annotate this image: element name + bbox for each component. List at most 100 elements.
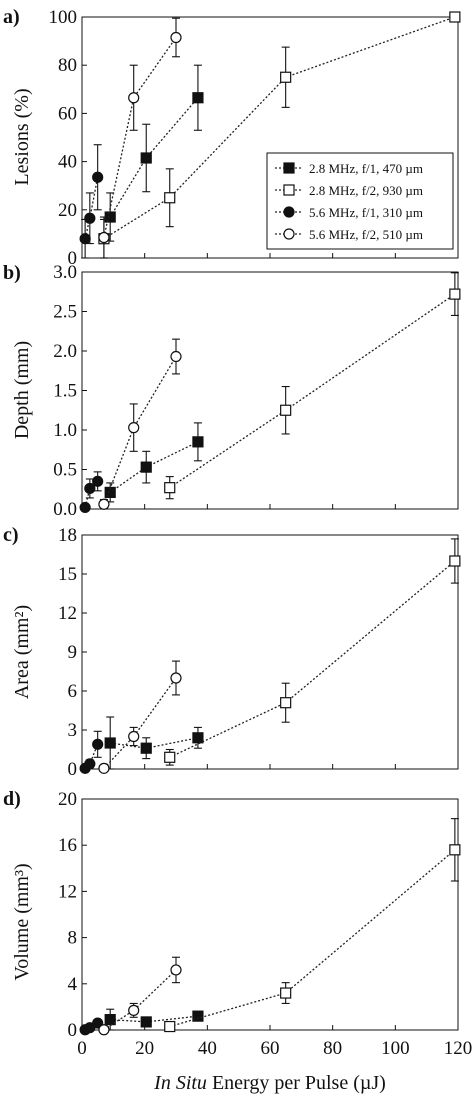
plot-panel-c: 0 3 6 9 12 15 18 xyxy=(58,525,461,780)
y-axis-label-volume: Volume (mm³) xyxy=(11,863,33,980)
y-axis-label-depth: Depth (mm) xyxy=(11,341,33,439)
data-point xyxy=(192,732,204,744)
legend-label: 2.8 MHz, f/1, 470 µm xyxy=(309,161,423,176)
y-axis-label-area: Area (mm²) xyxy=(11,605,33,699)
y-tick-label: 1.5 xyxy=(53,381,77,402)
panel-letter-a: a) xyxy=(3,6,20,28)
data-point xyxy=(449,288,461,300)
data-point xyxy=(449,555,461,567)
series-3 xyxy=(98,17,182,259)
data-point xyxy=(140,152,152,164)
panel-c: c) Area (mm²) xyxy=(3,524,33,699)
y-axis-label-lesions: Lesions (%) xyxy=(11,88,33,185)
panel-a: a) Lesions (%) xyxy=(3,6,33,186)
data-point xyxy=(92,738,104,750)
data-point xyxy=(449,844,461,856)
data-point xyxy=(140,461,152,473)
y-tick-label: 20 xyxy=(58,789,77,810)
series-line xyxy=(103,356,177,505)
data-point xyxy=(92,1017,104,1029)
data-point xyxy=(92,475,104,487)
y-tick-label: 6 xyxy=(68,681,78,702)
series-1 xyxy=(164,818,461,1033)
series-2 xyxy=(79,471,104,514)
y-tick-label: 40 xyxy=(58,152,77,173)
series-line xyxy=(84,744,99,769)
y-tick-label: 3.0 xyxy=(53,262,77,283)
data-point xyxy=(449,11,461,23)
legend-marker xyxy=(283,184,295,196)
series-line xyxy=(103,37,177,238)
data-point xyxy=(164,482,176,494)
data-point xyxy=(192,92,204,104)
data-point xyxy=(192,1010,204,1022)
y-tick-label: 0.5 xyxy=(53,460,77,481)
series-1 xyxy=(164,538,461,766)
data-point xyxy=(192,436,204,448)
y-tick-label: 18 xyxy=(58,525,77,546)
y-tick-label: 12 xyxy=(58,603,77,624)
data-point xyxy=(84,482,96,495)
plot-panel-b: 0.0 0.5 1.0 1.5 2.0 2.5 3.0 xyxy=(53,262,461,520)
series-line xyxy=(109,441,199,493)
data-point xyxy=(128,730,140,743)
data-point xyxy=(164,192,176,204)
data-point xyxy=(170,672,182,684)
panel-b: b) Depth (mm) xyxy=(3,262,33,439)
series-0 xyxy=(104,1008,204,1031)
series-0 xyxy=(104,64,204,242)
y-tick-label: 20 xyxy=(58,200,77,221)
data-point xyxy=(140,1016,152,1028)
x-tick-label: 20 xyxy=(135,1038,154,1059)
y-tick-label: 1.0 xyxy=(53,420,77,441)
data-point xyxy=(170,350,182,363)
y-tick-label: 2.0 xyxy=(53,341,77,362)
legend-marker xyxy=(283,206,295,218)
panel-letter-b: b) xyxy=(3,262,21,284)
data-point xyxy=(98,762,110,774)
data-point xyxy=(280,987,292,999)
series-line xyxy=(169,293,456,489)
legend-box xyxy=(266,152,454,250)
series-2 xyxy=(79,730,104,774)
y-tick-label: 12 xyxy=(58,881,77,902)
data-point xyxy=(280,697,292,709)
series-line xyxy=(103,16,456,240)
y-tick-label: 100 xyxy=(49,7,78,28)
series-1 xyxy=(164,272,461,500)
legend-marker xyxy=(283,228,295,240)
series-line xyxy=(109,97,199,218)
legend-label: 2.8 MHz, f/2, 930 µm xyxy=(309,183,423,198)
data-point xyxy=(84,212,96,224)
series-3 xyxy=(98,956,182,1036)
y-tick-label: 0 xyxy=(68,248,78,269)
legend: 2.8 MHz, f/1, 470 µm 2.8 MHz, f/2, 930 µm… xyxy=(266,152,454,250)
legend-label: 5.6 MHz, f/1, 310 µm xyxy=(309,205,423,220)
series-line xyxy=(84,177,99,239)
plot-frame xyxy=(81,271,459,510)
x-axis-label-rest: Energy per Pulse (µJ) xyxy=(207,1072,386,1094)
panel-d: d) Volume (mm³) xyxy=(3,788,33,981)
legend-marker xyxy=(283,162,295,174)
x-axis-label-italic: In Situ xyxy=(153,1072,207,1094)
panel-letter-d: d) xyxy=(3,788,21,810)
y-tick-label: 9 xyxy=(68,642,78,663)
plot-panel-d: 0 4 8 12 16 20 0 20 40 60 80 100 120 xyxy=(58,789,472,1059)
x-tick-label: 120 xyxy=(444,1038,473,1059)
data-point xyxy=(79,501,91,514)
series-line xyxy=(169,849,456,1028)
y-tick-label: 0 xyxy=(68,759,78,780)
data-point xyxy=(104,737,116,749)
series-2 xyxy=(79,144,104,259)
plot-frame xyxy=(81,798,459,1031)
data-point xyxy=(79,233,91,245)
y-tick-label: 8 xyxy=(68,928,78,949)
y-tick-label: 16 xyxy=(58,835,77,856)
y-tick-label: 60 xyxy=(58,103,77,124)
data-point xyxy=(164,1020,176,1033)
data-point xyxy=(92,171,104,183)
panel-letter-c: c) xyxy=(3,524,19,546)
